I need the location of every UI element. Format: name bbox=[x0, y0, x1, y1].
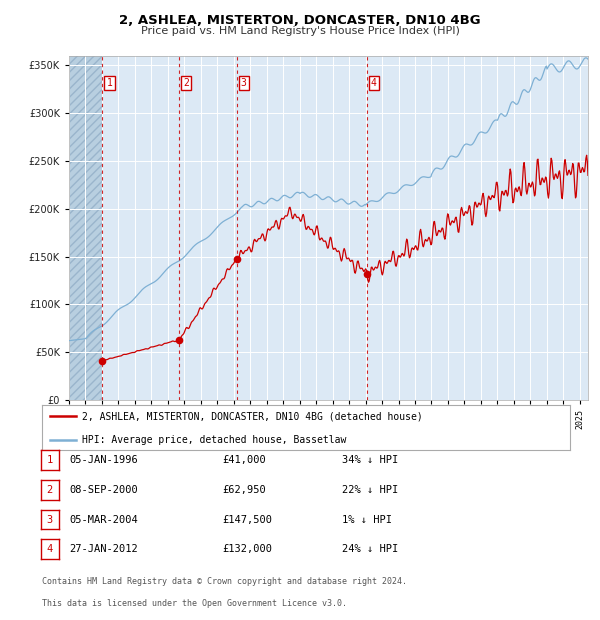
Text: £62,950: £62,950 bbox=[222, 485, 266, 495]
Text: 1: 1 bbox=[47, 455, 53, 465]
Text: 05-JAN-1996: 05-JAN-1996 bbox=[69, 455, 138, 465]
Text: 2: 2 bbox=[184, 78, 189, 88]
Text: This data is licensed under the Open Government Licence v3.0.: This data is licensed under the Open Gov… bbox=[42, 598, 347, 608]
Text: 4: 4 bbox=[47, 544, 53, 554]
Text: 1: 1 bbox=[107, 78, 112, 88]
Text: 2, ASHLEA, MISTERTON, DONCASTER, DN10 4BG: 2, ASHLEA, MISTERTON, DONCASTER, DN10 4B… bbox=[119, 14, 481, 27]
Text: Contains HM Land Registry data © Crown copyright and database right 2024.: Contains HM Land Registry data © Crown c… bbox=[42, 577, 407, 586]
Bar bbox=[69, 56, 103, 400]
Text: Price paid vs. HM Land Registry's House Price Index (HPI): Price paid vs. HM Land Registry's House … bbox=[140, 26, 460, 36]
Text: 27-JAN-2012: 27-JAN-2012 bbox=[69, 544, 138, 554]
Text: 3: 3 bbox=[47, 515, 53, 525]
Text: £132,000: £132,000 bbox=[222, 544, 272, 554]
Text: 34% ↓ HPI: 34% ↓ HPI bbox=[342, 455, 398, 465]
Text: £41,000: £41,000 bbox=[222, 455, 266, 465]
Text: 22% ↓ HPI: 22% ↓ HPI bbox=[342, 485, 398, 495]
Text: 4: 4 bbox=[371, 78, 377, 88]
Text: 3: 3 bbox=[241, 78, 247, 88]
Text: 05-MAR-2004: 05-MAR-2004 bbox=[69, 515, 138, 525]
Text: HPI: Average price, detached house, Bassetlaw: HPI: Average price, detached house, Bass… bbox=[82, 435, 346, 445]
Text: £147,500: £147,500 bbox=[222, 515, 272, 525]
Text: 24% ↓ HPI: 24% ↓ HPI bbox=[342, 544, 398, 554]
Text: 08-SEP-2000: 08-SEP-2000 bbox=[69, 485, 138, 495]
Text: 1% ↓ HPI: 1% ↓ HPI bbox=[342, 515, 392, 525]
Text: 2: 2 bbox=[47, 485, 53, 495]
Text: 2, ASHLEA, MISTERTON, DONCASTER, DN10 4BG (detached house): 2, ASHLEA, MISTERTON, DONCASTER, DN10 4B… bbox=[82, 411, 422, 421]
